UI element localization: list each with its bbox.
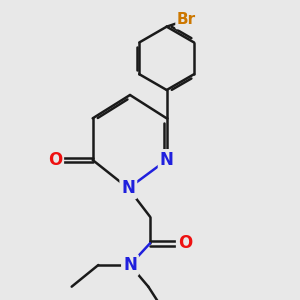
Text: O: O [48, 151, 62, 169]
Text: Br: Br [177, 13, 196, 28]
Text: N: N [160, 151, 174, 169]
Text: N: N [123, 256, 137, 274]
Text: N: N [122, 179, 135, 197]
Text: O: O [178, 234, 192, 252]
